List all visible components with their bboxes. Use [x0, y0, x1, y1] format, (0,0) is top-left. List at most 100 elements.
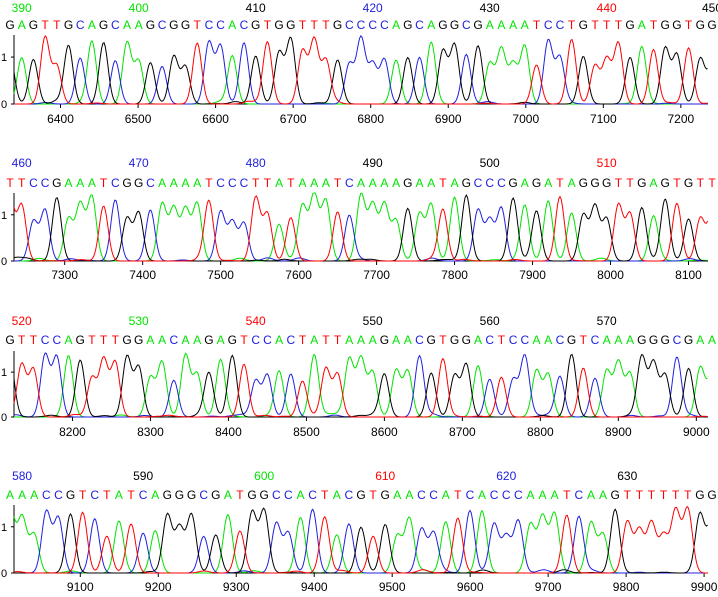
base-call: A — [551, 488, 559, 502]
base-call: G — [64, 18, 73, 32]
base-call: G — [134, 176, 143, 190]
position-label: 410 — [246, 1, 266, 15]
base-call: C — [415, 18, 424, 32]
base-call: A — [392, 176, 400, 190]
x-tick-label: 6600 — [202, 112, 229, 126]
base-call: G — [450, 18, 459, 32]
base-call: A — [181, 176, 189, 190]
base-call: G — [163, 488, 172, 502]
base-call: G — [247, 488, 256, 502]
base-call: A — [296, 488, 304, 502]
base-call: A — [614, 333, 622, 347]
base-call: T — [648, 488, 656, 502]
base-call: C — [54, 488, 63, 502]
base-call: T — [684, 488, 692, 502]
base-call: T — [498, 333, 506, 347]
base-call: T — [685, 18, 693, 32]
base-call: T — [100, 176, 108, 190]
y-tick-label: 1 — [1, 210, 7, 222]
base-call: G — [567, 333, 576, 347]
position-label: 620 — [496, 469, 516, 483]
base-call: A — [228, 18, 236, 32]
base-call: T — [650, 18, 658, 32]
base-call: C — [368, 18, 377, 32]
base-call: T — [439, 333, 447, 347]
x-tick-label: 8300 — [137, 425, 164, 439]
trace-T-line — [13, 195, 709, 262]
base-call: G — [707, 488, 716, 502]
position-label: 480 — [246, 156, 266, 170]
position-label: 570 — [597, 314, 617, 328]
base-call: T — [311, 18, 319, 32]
x-tick-label: 8500 — [293, 425, 320, 439]
base-call: T — [322, 333, 330, 347]
base-call: T — [454, 488, 462, 502]
x-tick-label: 9100 — [67, 580, 94, 594]
base-call: A — [217, 333, 225, 347]
base-call: C — [111, 176, 120, 190]
base-call: T — [615, 18, 623, 32]
y-tick-label: 0 — [1, 99, 7, 111]
base-call: G — [146, 18, 155, 32]
base-call: G — [122, 176, 131, 190]
base-call: A — [427, 176, 435, 190]
base-call: G — [286, 18, 295, 32]
base-call: G — [462, 333, 471, 347]
base-call: G — [707, 18, 716, 32]
base-call: A — [486, 18, 494, 32]
trace-T-line — [14, 34, 708, 105]
y-tick-label: 0 — [1, 256, 7, 268]
position-label: 460 — [12, 156, 32, 170]
base-call: A — [474, 333, 482, 347]
base-call: A — [151, 488, 159, 502]
x-tick-label: 6800 — [357, 112, 384, 126]
base-call: T — [369, 488, 377, 502]
position-label: 600 — [254, 469, 274, 483]
base-call: G — [473, 18, 482, 32]
base-call: A — [649, 176, 657, 190]
trace-A-line — [13, 39, 708, 105]
base-call: G — [637, 333, 646, 347]
base-call: A — [88, 18, 96, 32]
base-call: A — [76, 176, 84, 190]
base-call: G — [274, 18, 283, 32]
x-tick-label: 9900 — [691, 580, 718, 594]
base-call: T — [264, 18, 272, 32]
base-call: C — [42, 488, 51, 502]
x-tick-label: 6900 — [435, 112, 462, 126]
base-call: G — [251, 18, 260, 32]
base-call: T — [287, 176, 295, 190]
base-call: A — [158, 176, 166, 190]
base-call: C — [462, 18, 471, 32]
base-call: G — [175, 488, 184, 502]
base-call: G — [403, 176, 412, 190]
base-call: C — [146, 176, 155, 190]
base-call: G — [602, 176, 611, 190]
position-label: 500 — [480, 156, 500, 170]
x-tick-label: 9200 — [145, 580, 172, 594]
base-call: G — [403, 18, 412, 32]
base-call: A — [708, 333, 716, 347]
position-label: 530 — [129, 314, 149, 328]
base-call: G — [380, 333, 389, 347]
x-tick-label: 8800 — [527, 425, 554, 439]
base-call: T — [556, 176, 564, 190]
base-call: C — [216, 18, 225, 32]
base-call: A — [380, 176, 388, 190]
trace-T-line — [13, 355, 708, 418]
base-call: A — [509, 18, 517, 32]
position-label: 510 — [597, 156, 617, 170]
base-call: C — [417, 488, 426, 502]
base-call: T — [708, 176, 716, 190]
base-call: C — [514, 488, 523, 502]
base-call: A — [88, 176, 96, 190]
base-call: C — [380, 18, 389, 32]
base-call: G — [211, 488, 220, 502]
base-call: A — [310, 176, 318, 190]
base-call: C — [228, 176, 237, 190]
trace-C-line — [14, 508, 708, 574]
base-call: G — [661, 18, 670, 32]
